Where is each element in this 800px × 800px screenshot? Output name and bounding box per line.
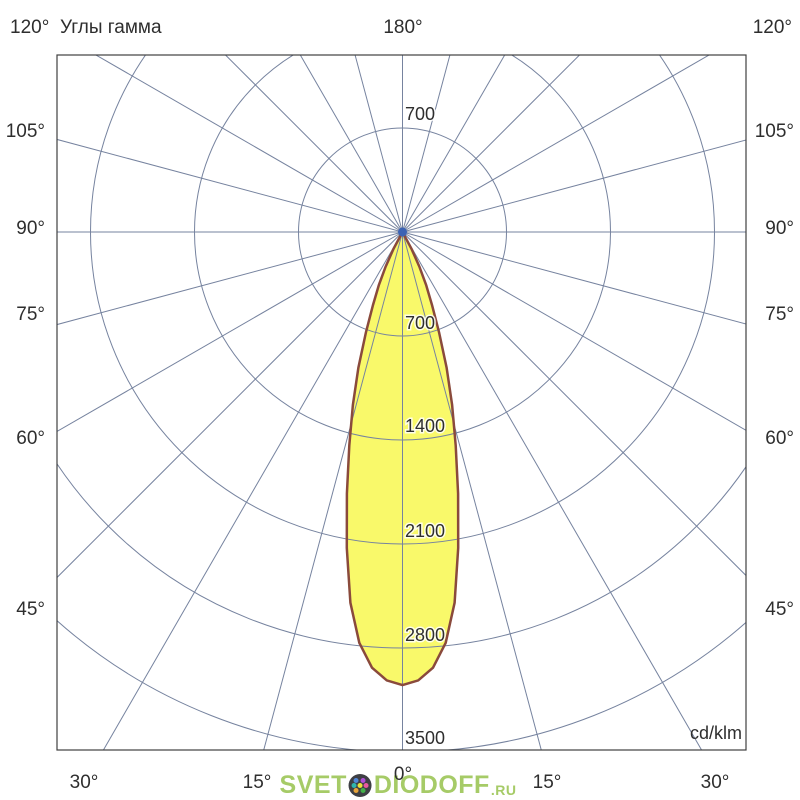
label-angle-top-right: 120° xyxy=(753,17,792,38)
radial-tick-700-top: 700 xyxy=(405,104,435,124)
label-angle-right-60: 60° xyxy=(765,428,794,449)
watermark-text-svet: SVET xyxy=(279,771,347,799)
watermark-text-ru: .RU xyxy=(490,782,517,798)
watermark-led-icon xyxy=(348,774,372,797)
polar-center-dot xyxy=(398,227,407,237)
label-angle-left-105: 105° xyxy=(6,121,45,142)
label-angle-top-center: 180° xyxy=(383,17,422,38)
label-angle-right-90: 90° xyxy=(765,218,794,239)
label-angle-left-90: 90° xyxy=(16,218,45,239)
label-angle-left-75: 75° xyxy=(16,304,45,325)
label-angle-left-45: 45° xyxy=(16,599,45,620)
label-angle-right-45: 45° xyxy=(765,599,794,620)
label-angle-right-75: 75° xyxy=(765,304,794,325)
label-angle-top-left: 120° xyxy=(10,17,49,38)
label-angle-bottom-15r: 15° xyxy=(533,772,562,793)
watermark: SVET DIODOFF .RU xyxy=(280,771,517,800)
label-angle-bottom-0: 0° xyxy=(394,764,412,785)
gamma-axis-title: Углы гамма xyxy=(60,17,162,38)
label-angle-bottom-30l: 30° xyxy=(70,772,99,793)
radial-tick-1400: 1400 xyxy=(405,416,445,436)
label-angle-bottom-30r: 30° xyxy=(701,772,730,793)
plot-border xyxy=(56,54,747,751)
watermark-text-diodoff: DIODOFF xyxy=(373,771,490,799)
radial-tick-2800: 2800 xyxy=(405,625,445,645)
radial-tick-700: 700 xyxy=(405,313,435,333)
intensity-lobe-outline xyxy=(345,229,460,687)
label-angle-left-60: 60° xyxy=(16,428,45,449)
label-angle-bottom-15l: 15° xyxy=(243,772,272,793)
label-angle-right-105: 105° xyxy=(755,121,794,142)
radial-tick-2100: 2100 xyxy=(405,521,445,541)
unit-label: cd/klm xyxy=(690,723,742,743)
radial-tick-3500: 3500 xyxy=(405,728,445,748)
